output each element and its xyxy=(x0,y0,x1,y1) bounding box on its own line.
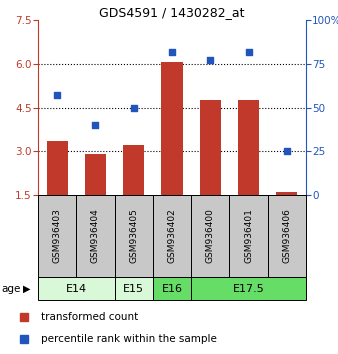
Text: E14: E14 xyxy=(66,284,87,293)
Text: GSM936401: GSM936401 xyxy=(244,209,253,263)
Text: GSM936406: GSM936406 xyxy=(282,209,291,263)
Bar xyxy=(153,277,191,300)
Text: age: age xyxy=(2,284,21,293)
Point xyxy=(284,148,290,154)
Point xyxy=(131,105,137,110)
Bar xyxy=(191,277,306,300)
Bar xyxy=(76,195,115,277)
Point xyxy=(54,92,60,98)
Bar xyxy=(276,192,297,195)
Title: GDS4591 / 1430282_at: GDS4591 / 1430282_at xyxy=(99,6,245,19)
Bar xyxy=(230,195,268,277)
Text: transformed count: transformed count xyxy=(41,312,138,322)
Text: ▶: ▶ xyxy=(23,284,30,293)
Bar xyxy=(85,154,106,195)
Bar xyxy=(123,145,144,195)
Point xyxy=(246,48,251,54)
Bar xyxy=(238,100,259,195)
Point xyxy=(208,57,213,63)
Text: GSM936405: GSM936405 xyxy=(129,209,138,263)
Bar xyxy=(47,141,68,195)
Point xyxy=(169,48,175,54)
Bar xyxy=(153,195,191,277)
Bar xyxy=(115,195,153,277)
Bar xyxy=(38,195,76,277)
Text: GSM936400: GSM936400 xyxy=(206,209,215,263)
Text: E15: E15 xyxy=(123,284,144,293)
Bar xyxy=(268,195,306,277)
Text: E17.5: E17.5 xyxy=(233,284,264,293)
Bar xyxy=(38,277,115,300)
Bar xyxy=(115,277,153,300)
Text: GSM936404: GSM936404 xyxy=(91,209,100,263)
Bar xyxy=(200,100,221,195)
Text: percentile rank within the sample: percentile rank within the sample xyxy=(41,334,216,344)
Point xyxy=(93,122,98,128)
Text: GSM936403: GSM936403 xyxy=(53,209,62,263)
Text: GSM936402: GSM936402 xyxy=(168,209,176,263)
Text: E16: E16 xyxy=(162,284,183,293)
Bar xyxy=(191,195,230,277)
Bar xyxy=(162,62,183,195)
